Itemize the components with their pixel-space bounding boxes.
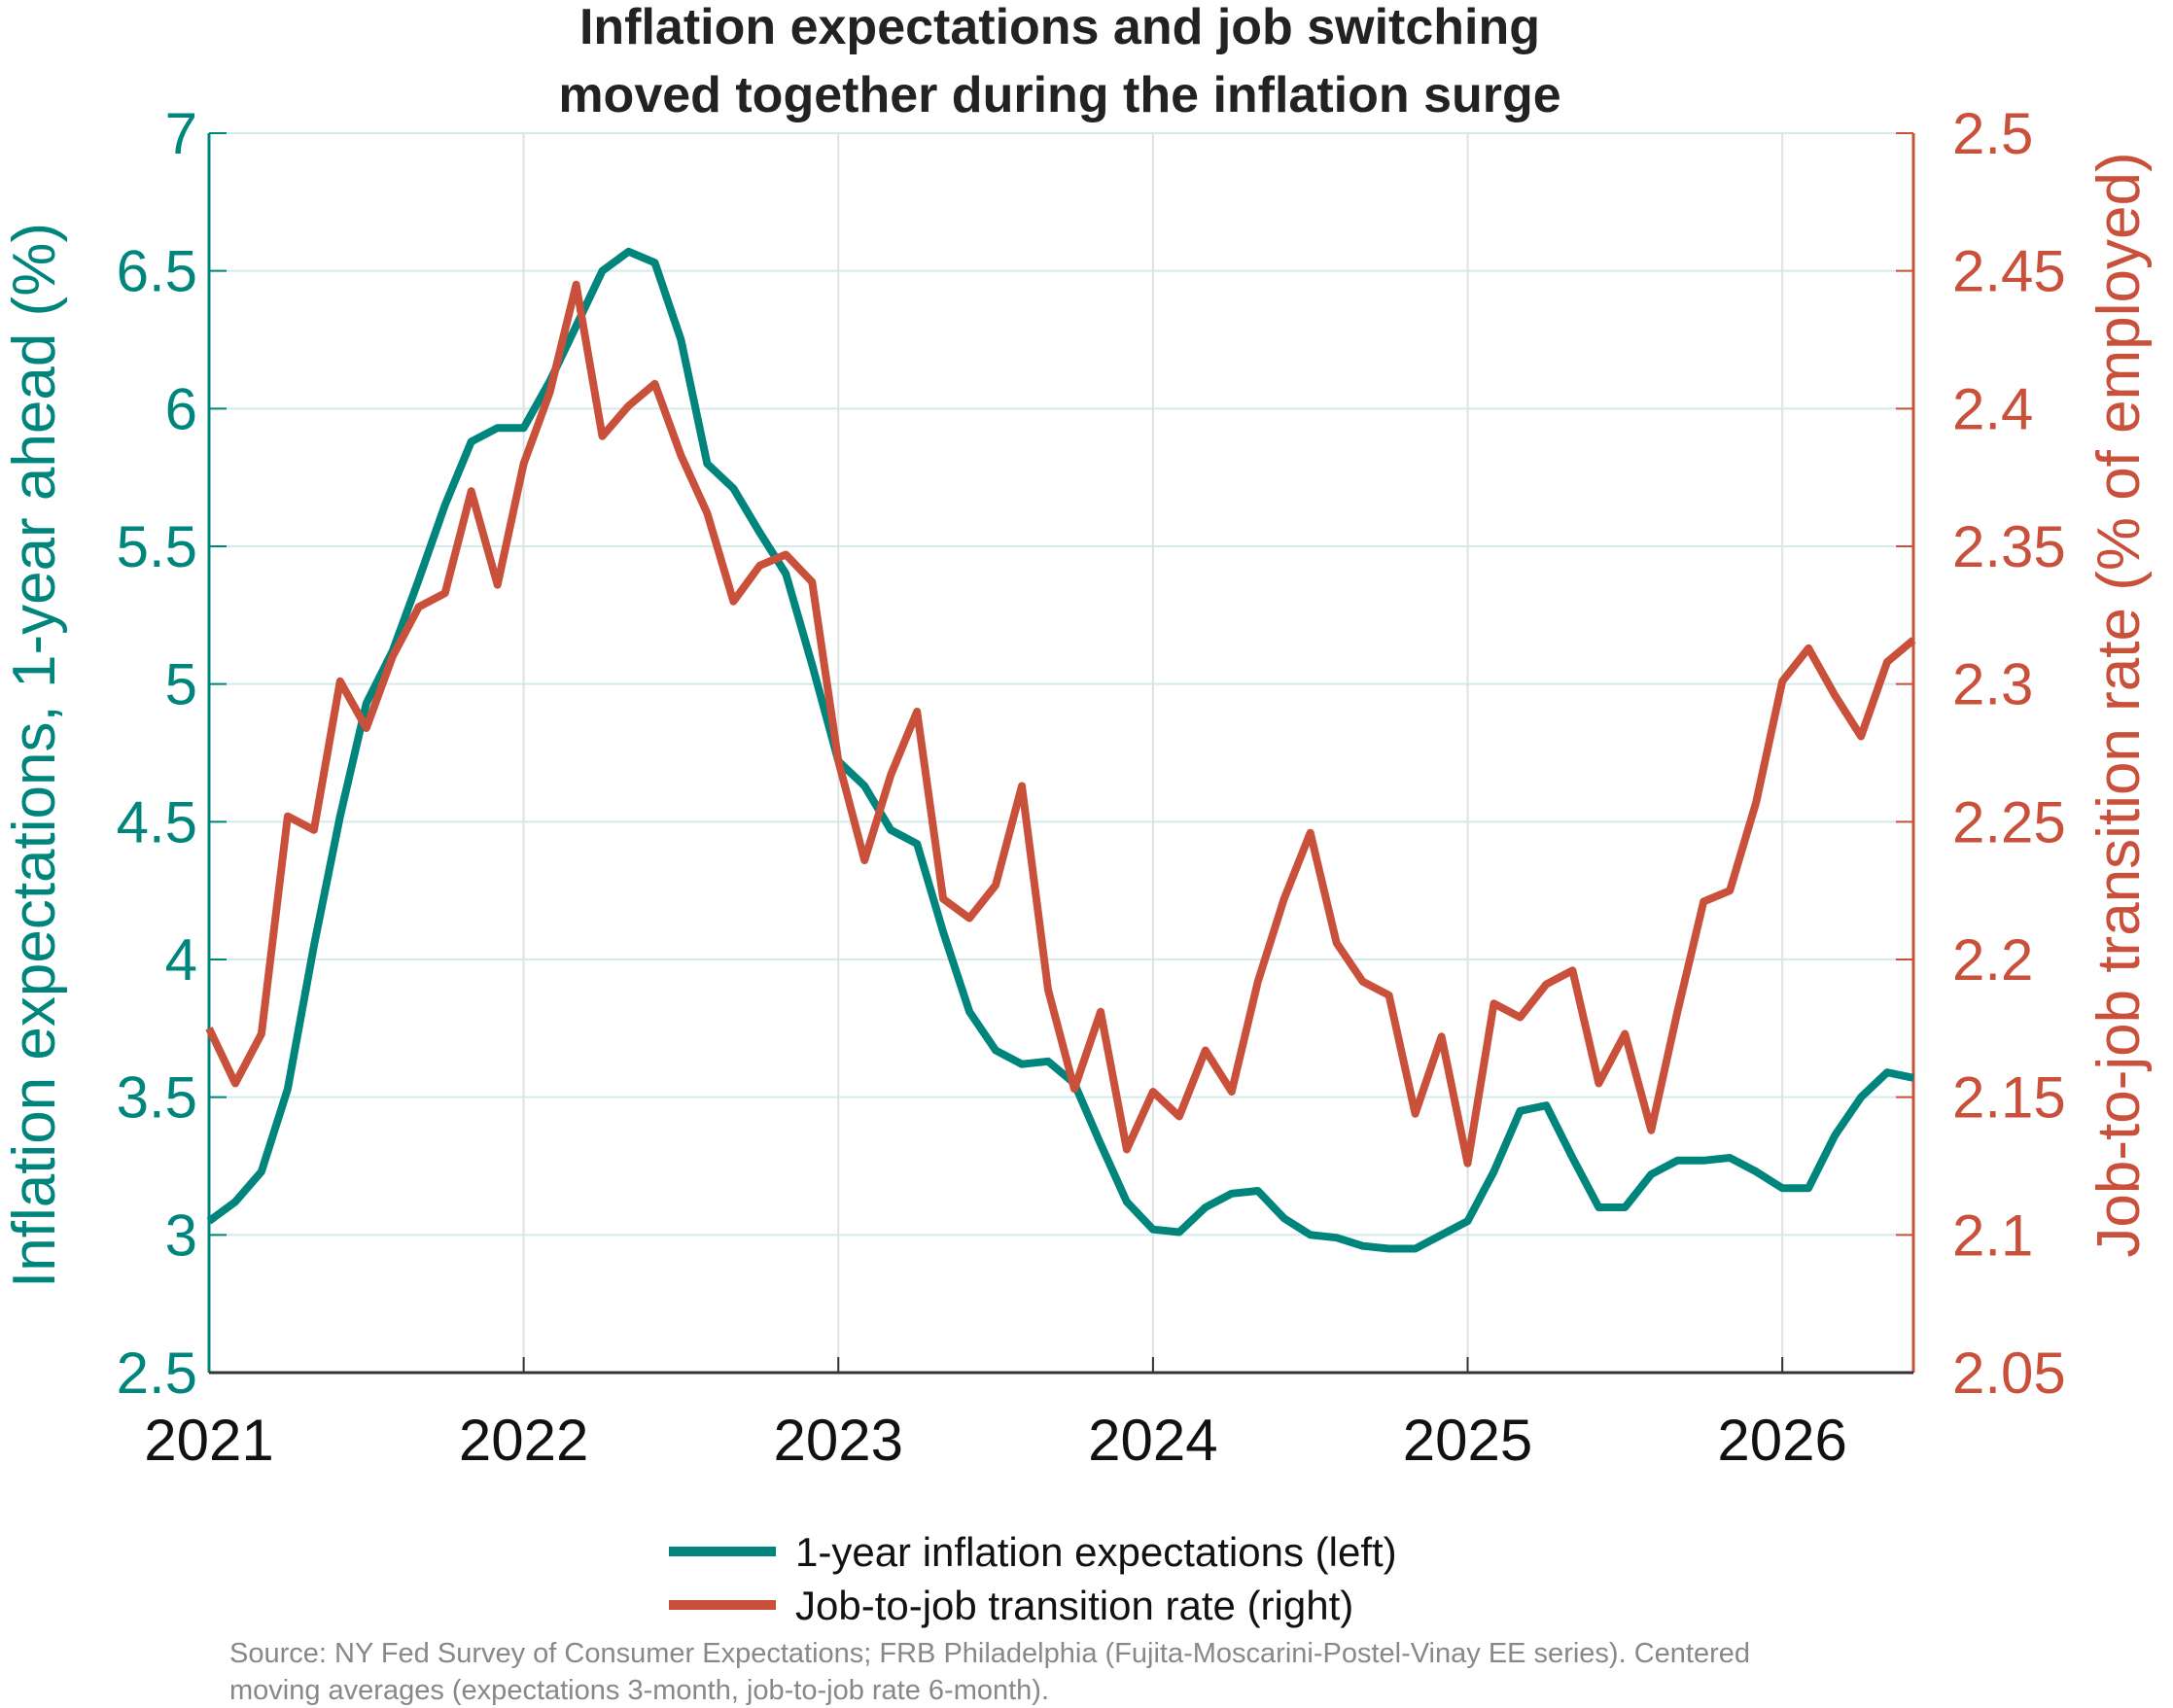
series-line-expectations xyxy=(206,247,1914,1253)
y-left-tick-label: 5 xyxy=(165,652,197,717)
source-note-line-1: Source: NY Fed Survey of Consumer Expect… xyxy=(229,1638,1750,1669)
y-right-tick-label: 2.2 xyxy=(1952,927,2033,993)
tick-labels: 2.5 3 3.5 4 4.5 5 5.5 6 6.5 7 2.05 2.1 2.15 2.2 2.25 2.… xyxy=(117,101,2066,1473)
x-tick-label: 2026 xyxy=(1717,1408,1846,1473)
x-tick-label: 2023 xyxy=(774,1408,903,1473)
series-lines xyxy=(205,247,1916,1253)
y-axis-right-label: Job-to-job transition rate (% of employe… xyxy=(2085,152,2153,1257)
y-right-tick-label: 2.45 xyxy=(1952,239,2066,304)
y-axis-left-label: Inflation expectations, 1-year ahead (%) xyxy=(1,223,68,1288)
legend-label-job-switching: Job-to-job transition rate (right) xyxy=(795,1583,1353,1628)
y-right-tick-label: 2.25 xyxy=(1952,789,2066,854)
x-tick-label: 2022 xyxy=(459,1408,588,1473)
legend-label-expectations: 1-year inflation expectations (left) xyxy=(795,1529,1397,1575)
y-left-tick-label: 6 xyxy=(165,376,197,441)
y-left-tick-label: 5.5 xyxy=(117,514,197,579)
x-tick-label: 2021 xyxy=(144,1408,273,1473)
y-left-tick-label: 4.5 xyxy=(117,789,197,854)
y-right-tick-label: 2.5 xyxy=(1952,101,2033,166)
y-right-tick-label: 2.1 xyxy=(1952,1203,2033,1268)
y-right-tick-label: 2.35 xyxy=(1952,514,2066,579)
grid xyxy=(208,132,1913,1374)
y-right-tick-label: 2.3 xyxy=(1952,652,2033,717)
x-tick-label: 2025 xyxy=(1403,1408,1532,1473)
y-right-tick-label: 2.4 xyxy=(1952,376,2033,441)
series-line-job-switching xyxy=(205,280,1916,1168)
chart-title-line-1: Inflation expectations and job switching xyxy=(579,0,1540,55)
axes xyxy=(207,132,1915,1375)
y-left-tick-label: 4 xyxy=(165,927,197,993)
y-left-tick-label: 3 xyxy=(165,1203,197,1268)
y-left-tick-label: 2.5 xyxy=(117,1341,197,1406)
x-tick-label: 2024 xyxy=(1088,1408,1217,1473)
source-note-line-2: moving averages (expectations 3-month, j… xyxy=(229,1675,1049,1706)
chart-title-line-2: moved together during the inflation surg… xyxy=(558,67,1560,123)
y-left-tick-label: 6.5 xyxy=(117,239,197,304)
y-left-tick-label: 3.5 xyxy=(117,1065,197,1131)
y-right-tick-label: 2.05 xyxy=(1952,1341,2066,1406)
legend: 1-year inflation expectations (left) Job… xyxy=(669,1529,1397,1628)
y-right-tick-label: 2.15 xyxy=(1952,1065,2066,1131)
y-left-tick-label: 7 xyxy=(165,101,197,166)
